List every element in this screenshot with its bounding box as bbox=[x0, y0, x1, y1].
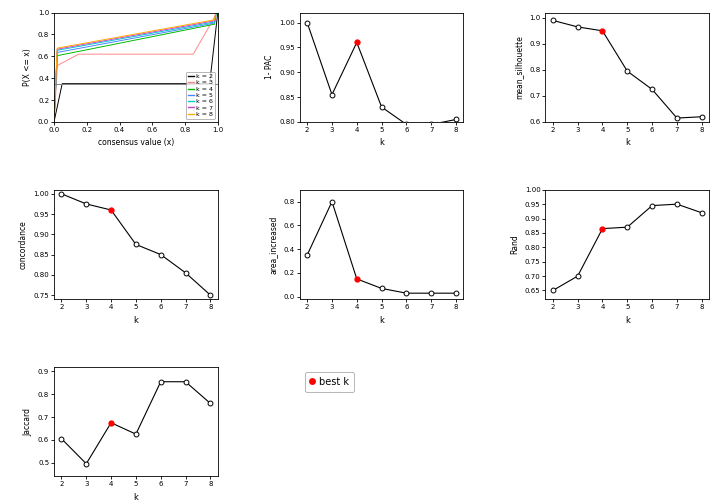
Legend: best k: best k bbox=[305, 372, 354, 392]
Y-axis label: Rand: Rand bbox=[510, 234, 519, 255]
Y-axis label: mean_silhouette: mean_silhouette bbox=[515, 35, 523, 99]
Y-axis label: concordance: concordance bbox=[19, 220, 28, 269]
X-axis label: k: k bbox=[133, 316, 138, 325]
Y-axis label: area_increased: area_increased bbox=[269, 215, 278, 274]
X-axis label: k: k bbox=[379, 139, 384, 147]
X-axis label: consensus value (x): consensus value (x) bbox=[98, 139, 174, 147]
Y-axis label: Jaccard: Jaccard bbox=[23, 408, 32, 435]
X-axis label: k: k bbox=[133, 493, 138, 501]
X-axis label: k: k bbox=[625, 139, 630, 147]
Legend: k = 2, k = 3, k = 4, k = 5, k = 6, k = 7, k = 8: k = 2, k = 3, k = 4, k = 5, k = 6, k = 7… bbox=[186, 72, 215, 119]
Y-axis label: 1- PAC: 1- PAC bbox=[264, 55, 274, 80]
X-axis label: k: k bbox=[379, 316, 384, 325]
X-axis label: k: k bbox=[625, 316, 630, 325]
Y-axis label: P(X <= x): P(X <= x) bbox=[23, 48, 32, 86]
